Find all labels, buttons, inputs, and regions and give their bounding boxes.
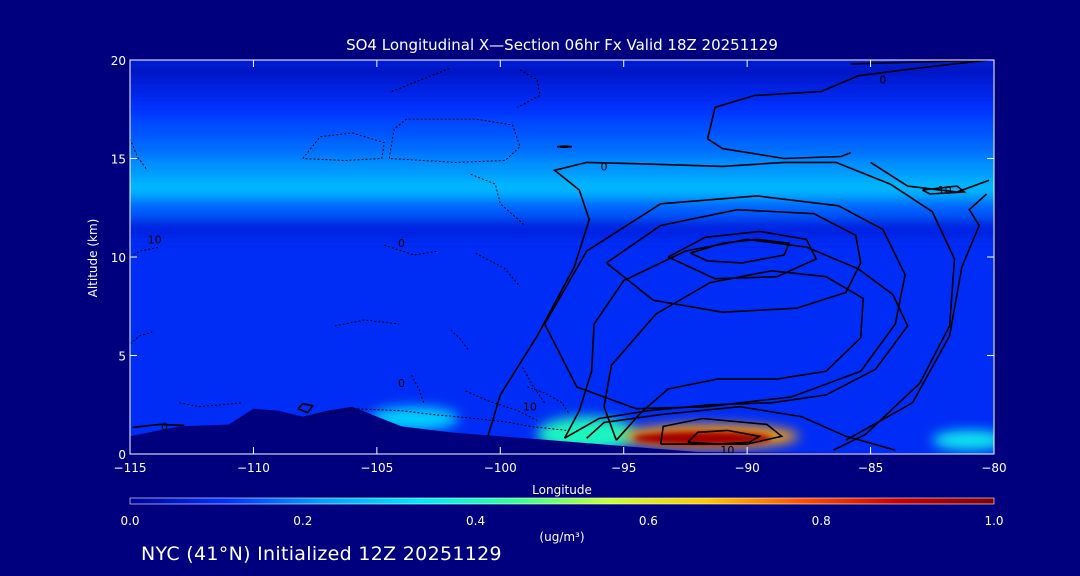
x-tick-label: −110 <box>237 461 270 475</box>
contour-line-dotted <box>391 67 452 92</box>
y-tick-label: 5 <box>118 350 126 364</box>
contour-line-solid <box>605 208 862 314</box>
contour-line-solid <box>132 423 185 429</box>
x-axis-label: Longitude <box>532 483 592 497</box>
colorbar-tick-label: 0.6 <box>639 514 658 528</box>
contour-label: 10 <box>523 401 537 414</box>
contour-line-dotted <box>310 408 567 431</box>
concentration-hotspot <box>932 430 994 451</box>
contour-line-dotted <box>302 132 385 162</box>
contour-line-dotted <box>130 246 160 258</box>
colorbar-ramp <box>129 497 995 505</box>
x-tick-label: −95 <box>611 461 636 475</box>
contour-line-solid <box>922 185 967 195</box>
y-axis-label: Altitude (km) <box>86 219 100 298</box>
concentration-band <box>130 217 994 239</box>
contour-line-solid <box>667 230 818 280</box>
colorbar-unit-label: (ug/m³) <box>539 530 584 544</box>
contour-line-solid <box>557 145 572 149</box>
colorbar-tick-labels: 0.0 0.2 0.4 0.6 0.8 1.0 <box>120 514 1003 528</box>
colorbar: 0.0 0.2 0.4 0.6 0.8 1.0 (ug/m³) <box>120 497 1004 544</box>
x-tick-label: −80 <box>981 461 1006 475</box>
colorbar-tick-label: 0.0 <box>120 514 139 528</box>
contour-line-solid <box>706 60 990 139</box>
concentration-hotspot <box>633 431 772 446</box>
contour-line-dotted <box>179 402 242 408</box>
y-tick-label: 15 <box>111 153 126 167</box>
contour-line-solid <box>563 238 909 439</box>
contour-label: 0 <box>398 377 405 390</box>
contour-label: 0 <box>879 74 886 87</box>
contour-line-dotted <box>470 173 526 226</box>
colorbar-tick-label: 0.8 <box>812 514 831 528</box>
contour-line-solid <box>659 417 784 445</box>
concentration-band <box>130 119 994 140</box>
contour-line-solid <box>850 60 990 65</box>
concentration-band <box>130 197 994 219</box>
contour-line-solid <box>690 238 791 264</box>
contour-label: 0 <box>398 237 405 250</box>
concentration-band <box>130 138 994 160</box>
band-layer <box>130 60 994 239</box>
contour-line-solid <box>586 405 896 451</box>
contour-lines <box>130 60 990 451</box>
contour-line-solid <box>487 161 956 451</box>
contour-line-dotted <box>527 386 570 415</box>
x-axis-ticks: −115 −110 −105 −100 −95 −90 −85 −80 <box>114 60 1007 475</box>
y-axis-ticks: 0 5 10 15 20 <box>111 54 994 462</box>
plot-area: 0 0 10 10 0 0 0 10 10 <box>130 60 994 457</box>
contour-line-dotted <box>517 69 541 108</box>
concentration-bands <box>130 60 994 239</box>
contour-line-dotted <box>522 367 546 404</box>
contour-line-solid <box>845 193 988 441</box>
y-tick-label: 20 <box>111 54 126 68</box>
contour-line-dotted <box>334 319 400 327</box>
concentration-band <box>130 60 994 81</box>
footer-caption: NYC (41°N) Initialized 12Z 20251129 <box>141 543 502 565</box>
x-tick-label: −100 <box>484 461 517 475</box>
colorbar-tick-label: 1.0 <box>984 514 1003 528</box>
contour-line-dotted <box>465 390 538 421</box>
contour-label: 10 <box>938 184 952 197</box>
contour-label: 0 <box>161 420 168 433</box>
contour-label: 10 <box>148 233 162 246</box>
contour-line-dotted <box>130 331 153 345</box>
x-tick-label: −105 <box>360 461 393 475</box>
contour-line-solid <box>707 138 852 160</box>
contour-line-solid <box>543 195 906 410</box>
contour-line-dotted <box>388 118 521 163</box>
concentration-band <box>130 79 994 101</box>
x-tick-label: −85 <box>858 461 883 475</box>
contour-labels: 0 0 10 10 0 0 0 10 10 <box>148 74 952 457</box>
chart-title: SO4 Longitudinal X—Section 06hr Fx Valid… <box>346 36 778 54</box>
contour-line-dotted <box>410 374 425 403</box>
y-tick-label: 0 <box>118 448 126 462</box>
contour-line-solid <box>603 269 865 441</box>
terrain-mask <box>130 406 994 454</box>
x-tick-label: −115 <box>114 461 147 475</box>
concentration-band <box>130 99 994 121</box>
y-tick-label: 10 <box>111 251 126 265</box>
colorbar-tick-label: 0.2 <box>293 514 312 528</box>
contour-label: 0 <box>600 160 607 173</box>
contour-label: 10 <box>720 444 734 457</box>
concentration-band <box>130 178 994 199</box>
x-tick-label: −90 <box>734 461 759 475</box>
contour-line-solid <box>297 402 315 414</box>
contour-line-dotted <box>475 252 521 287</box>
contour-line-dotted <box>450 329 469 350</box>
colorbar-tick-label: 0.4 <box>466 514 485 528</box>
